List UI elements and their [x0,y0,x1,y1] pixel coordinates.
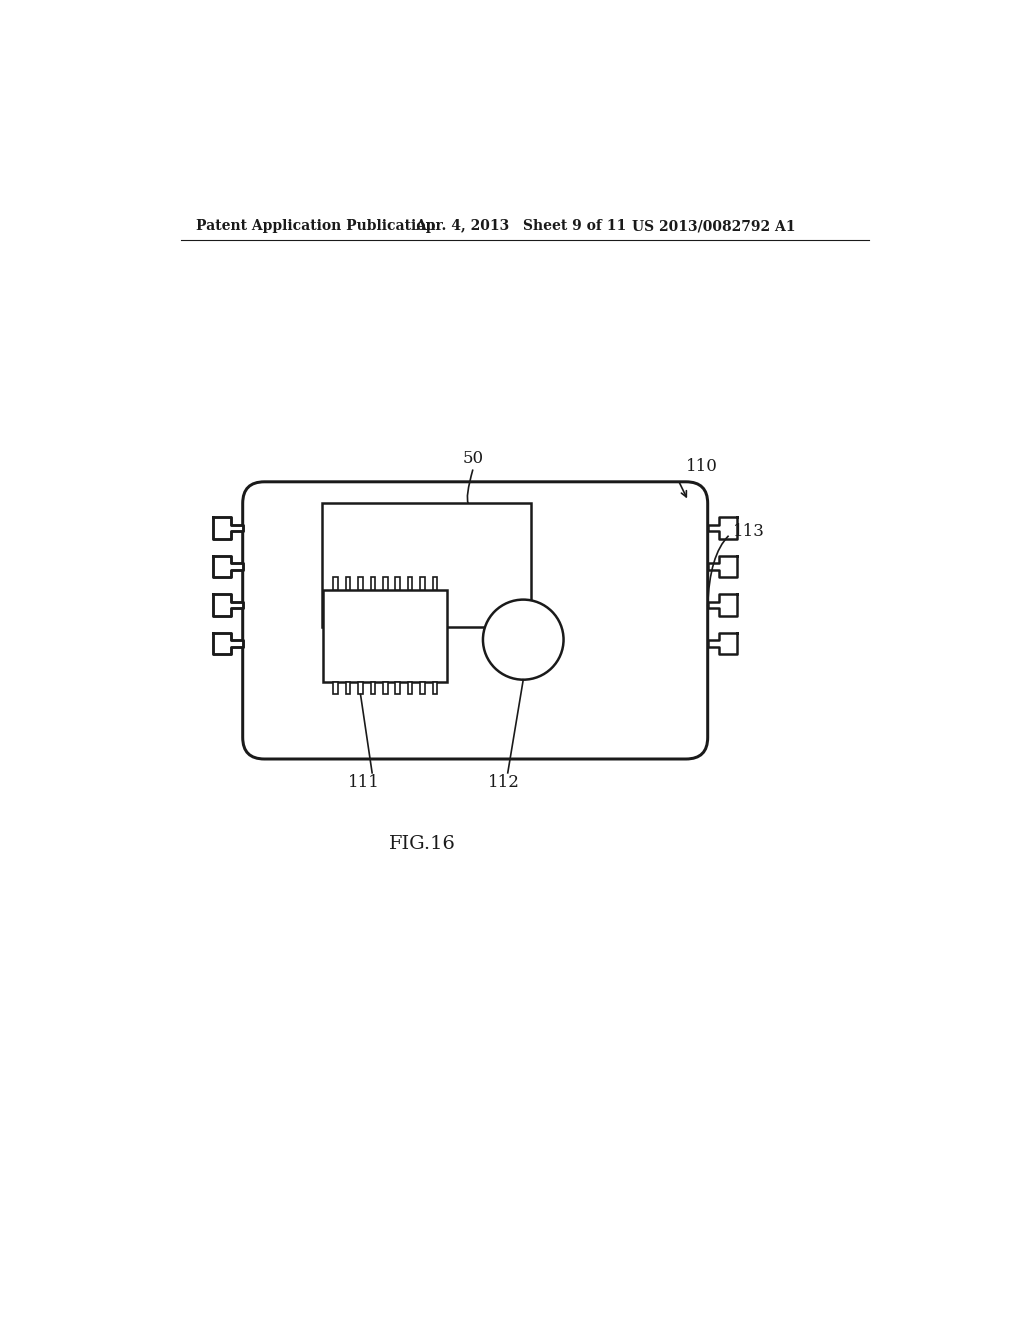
Bar [324,590,447,682]
Text: 112: 112 [488,774,520,791]
Bar [395,577,400,590]
Bar [395,682,400,694]
Bar [383,682,388,694]
Bar [346,682,350,694]
Polygon shape [213,517,243,539]
Bar [432,577,437,590]
Text: US 2013/0082792 A1: US 2013/0082792 A1 [632,219,796,234]
Bar [346,577,350,590]
Polygon shape [708,632,737,655]
Bar [334,577,338,590]
Bar [408,577,413,590]
Bar [432,682,437,694]
Polygon shape [708,594,737,615]
Bar [334,682,338,694]
Text: Sheet 9 of 11: Sheet 9 of 11 [523,219,627,234]
Bar [322,503,531,627]
Bar [420,682,425,694]
Circle shape [483,599,563,680]
Bar [420,577,425,590]
Polygon shape [213,594,243,615]
Polygon shape [708,517,737,539]
Polygon shape [213,632,243,655]
Text: Apr. 4, 2013: Apr. 4, 2013 [415,219,509,234]
Bar [408,682,413,694]
Text: 111: 111 [348,774,380,791]
Bar [358,682,362,694]
Polygon shape [708,556,737,577]
Text: 113: 113 [732,523,764,540]
Bar [371,682,375,694]
Bar [371,577,375,590]
Polygon shape [213,556,243,577]
Text: 50: 50 [462,450,483,467]
FancyBboxPatch shape [243,482,708,759]
Bar [383,577,388,590]
Text: FIG.16: FIG.16 [389,834,456,853]
Bar [358,577,362,590]
Text: 110: 110 [686,458,718,475]
Text: Patent Application Publication: Patent Application Publication [197,219,436,234]
